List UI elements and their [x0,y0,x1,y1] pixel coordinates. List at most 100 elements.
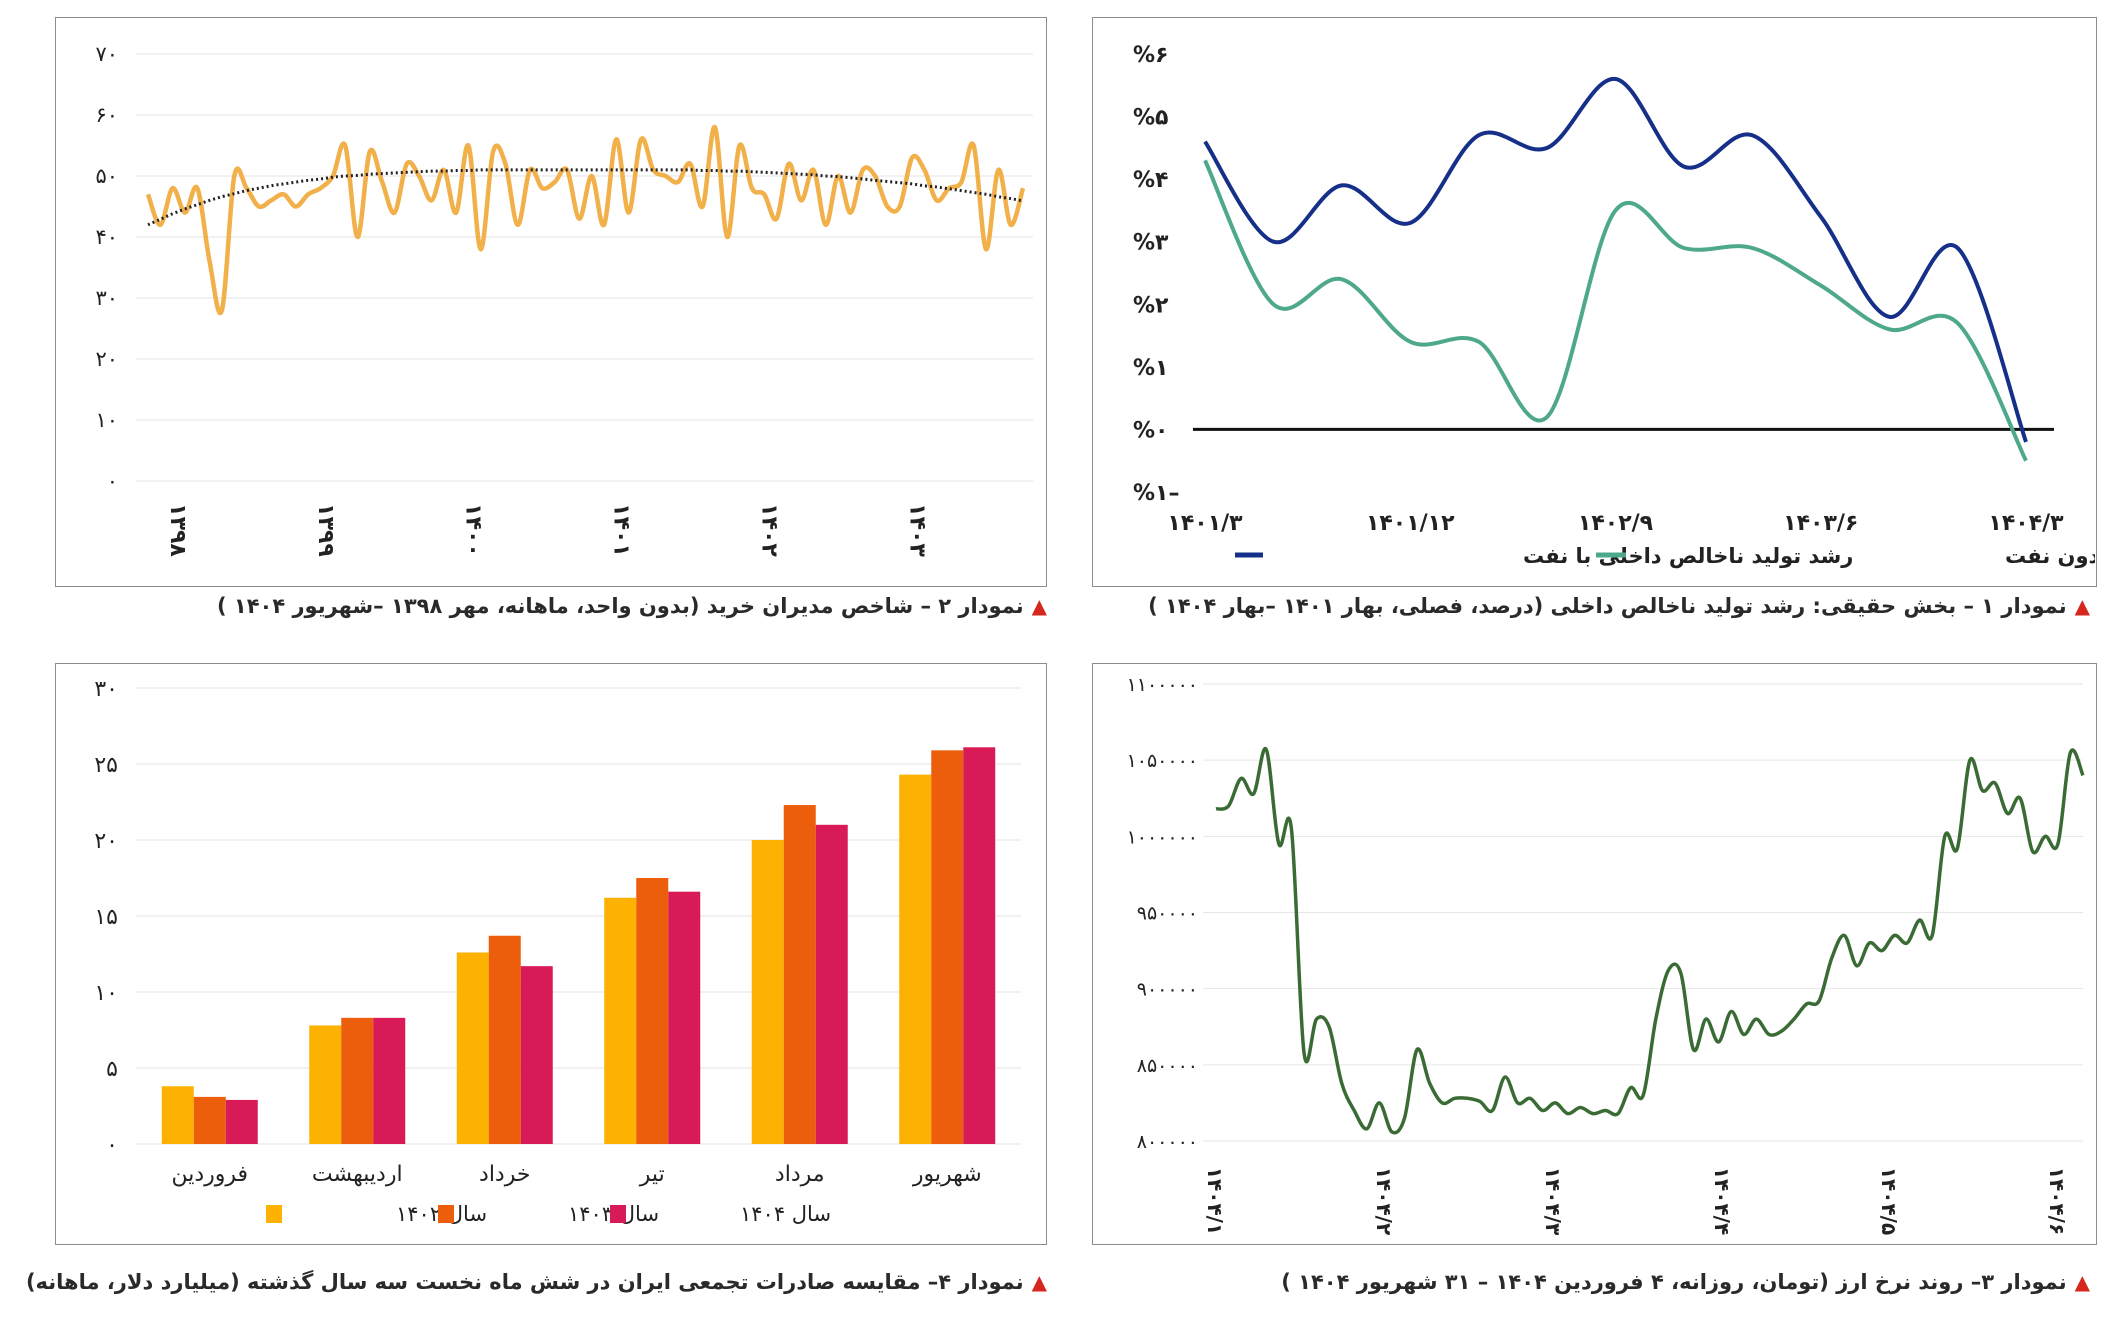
x-tick-label: ۱۴۰۱ [609,503,634,557]
legend-swatch [438,1205,454,1223]
pmi-line [145,124,1026,316]
chart2-caption: ▲ نمودار ۲ – شاخص مدیران خرید (بدون واحد،… [217,594,1047,618]
fx-rate-line [1215,747,2085,1135]
y-tick-label: %۲ [1133,293,1169,318]
red-triangle-icon: ▲ [2074,1270,2090,1294]
chart4-caption-text: نمودار ۴– مقایسه صادرات تجمعی ایران در ش… [25,1270,1024,1294]
x-tick-label: ۱۴۰۴/۱ [1203,1167,1227,1235]
red-triangle-icon: ▲ [1031,1270,1047,1294]
y-tick-label: %۳ [1133,231,1169,256]
bar [963,747,996,1144]
x-tick-label: ۱۴۰۳/۶ [1783,511,1858,536]
x-category-label: مرداد [775,1162,825,1187]
x-tick-label: ۱۳۹۹ [313,503,338,557]
y-tick-label: ۱۰ [95,408,118,432]
y-tick-label: ۴۰ [95,225,118,249]
chart2-svg: ۷۰۶۰۵۰۴۰۳۰۲۰۱۰۰۱۳۹۸۱۳۹۹۱۴۰۰۱۴۰۱۱۴۰۲۱۴۰۳۱… [95,42,1077,557]
chart4-panel: ۳۰ ۲۵ ۲۰ ۱۵ ۱۰ ۵ ۰ فروردین اردیبهشت خرداد تیر مرداد… [55,663,1047,1245]
y-tick-label: %۱ [1133,356,1168,381]
bar [783,805,816,1144]
y-tick-label: ۹۰۰۰۰۰ [1137,979,1198,1001]
bar [488,935,521,1144]
y-tick-label: %۱– [1133,481,1179,506]
bar [193,1096,226,1144]
chart2-caption-text: نمودار ۲ – شاخص مدیران خرید (بدون واحد، … [216,594,1024,618]
y-tick-label: ۲۵ [94,753,118,778]
x-tick-label: ۱۴۰۲/۹ [1578,511,1653,536]
x-tick-label: ۱۴۰۱/۳ [1167,511,1243,536]
y-tick-label: ۲۰ [95,347,118,371]
chart3-panel: ۱۱۰۰۰۰۰ ۱۰۵۰۰۰۰ ۱۰۰۰۰۰۰ ۹۵۰۰۰۰ ۹۰۰۰۰۰ ۸۵۰۰۰۰ ۸… [1092,663,2097,1245]
chart4-svg: ۳۰ ۲۵ ۲۰ ۱۵ ۱۰ ۵ ۰ فروردین اردیبهشت خرداد تیر مرداد… [94,677,1021,1226]
y-tick-label: ۲۰ [94,829,118,854]
bar [931,750,964,1144]
y-tick-label: ۶۰ [95,103,118,127]
x-tick-label: ۱۴۰۴/۵ [1877,1167,1901,1235]
bar [520,966,553,1144]
chart1-panel: %۶ %۵ %۴ %۳ %۲ %۱ %۰ %۱– ۱۴۰۱/۳ ۱۴۰۱/۱۲ ۱۴۰۲/۹ ۱۴۰۳… [1092,17,2115,587]
bar [604,897,637,1144]
chart1-svg: %۶ %۵ %۴ %۳ %۲ %۱ %۰ %۱– ۱۴۰۱/۳ ۱۴۰۱/۱۲ ۱۴۰۲/۹ ۱۴۰۳… [1133,43,2115,568]
bar [456,952,489,1144]
x-tick-label: ۱۳۹۸ [165,503,190,557]
chart3-svg: ۱۱۰۰۰۰۰ ۱۰۵۰۰۰۰ ۱۰۰۰۰۰۰ ۹۵۰۰۰۰ ۹۰۰۰۰۰ ۸۵۰۰۰۰ ۸… [1127,674,2085,1235]
chart3-caption-text: نمودار ۳– روند نرخ ارز (تومان، روزانه، ۴… [1281,1270,2067,1294]
y-tick-label: %۵ [1133,106,1168,131]
x-tick-label: ۱۴۰۴/۳ [1541,1167,1565,1235]
bar [161,1086,194,1144]
y-tick-label: ۱۵ [94,905,118,930]
bar [815,824,848,1144]
x-category-label: شهریور [912,1162,982,1187]
bar [309,1025,342,1144]
y-tick-label: %۴ [1133,168,1168,193]
trend-line [147,168,1024,227]
bar [373,1017,406,1144]
legend-label: سال ۱۴۰۴ [740,1202,831,1226]
bar [899,774,932,1144]
y-tick-label: ۱۰ [94,981,118,1006]
legend-swatch [266,1205,282,1223]
x-tick-label: ۱۴۰۲ [757,503,782,557]
series-line-2 [1203,159,2028,462]
chart3-caption: ▲ نمودار ۳– روند نرخ ارز (تومان، روزانه، … [1281,1270,2090,1294]
chart1-caption: ▲ نمودار ۱ – بخش حقیقی: رشد تولید ناخالص … [1148,594,2090,618]
x-tick-label: ۱۴۰۴/۶ [2045,1167,2069,1235]
x-category-label: تیر [639,1162,665,1187]
bar [668,891,701,1144]
bar [636,878,669,1144]
y-tick-label: ۸۵۰۰۰۰ [1137,1055,1198,1077]
x-tick-label: ۱۴۰۳ [904,503,929,557]
y-tick-label: ۱۰۰۰۰۰۰ [1127,826,1198,848]
y-tick-label: ۸۰۰۰۰۰ [1137,1131,1198,1153]
x-tick-label: ۱۴۰۴/۲ [1372,1167,1396,1235]
y-tick-label: ۳۰ [94,677,118,702]
y-tick-label: ۰ [107,469,118,493]
y-tick-label: %۰ [1133,418,1168,443]
legend-label-nonoil: رشد تولید ناخالص داخلی بدون نفت [2005,544,2095,568]
x-category-label: خرداد [479,1162,530,1187]
y-tick-label: ۷۰ [95,42,118,66]
series-line-1 [1203,77,2028,443]
x-tick-label: ۱۴۰۴/۴ [1710,1167,1734,1235]
bar [225,1099,258,1144]
bar [751,840,784,1144]
y-tick-label: ۳۰ [95,286,118,310]
red-triangle-icon: ▲ [2074,594,2090,618]
y-tick-label: %۶ [1133,43,1168,68]
y-tick-label: ۱۰۵۰۰۰۰ [1127,750,1198,772]
red-triangle-icon: ▲ [1031,594,1047,618]
legend-swatch [610,1205,626,1223]
y-tick-label: ۵ [106,1057,118,1082]
legend-label-oil: رشد تولید ناخالص داخلی با نفت [1523,544,1853,568]
y-tick-label: ۹۵۰۰۰۰ [1137,903,1198,925]
chart2-panel: ۷۰۶۰۵۰۴۰۳۰۲۰۱۰۰۱۳۹۸۱۳۹۹۱۴۰۰۱۴۰۱۱۴۰۲۱۴۰۳۱… [55,17,1077,587]
x-tick-label: ۱۴۰۴/۳ [1988,511,2064,536]
x-category-label: فروردین [171,1162,248,1187]
x-tick-label: ۱۴۰۰ [461,503,486,557]
bar [341,1017,374,1144]
y-tick-label: ۱۱۰۰۰۰۰ [1127,674,1198,696]
x-tick-label: ۱۴۰۱/۱۲ [1366,511,1455,536]
y-tick-label: ۰ [106,1133,118,1158]
y-tick-label: ۵۰ [95,164,118,188]
chart1-caption-text: نمودار ۱ – بخش حقیقی: رشد تولید ناخالص د… [1148,594,2067,618]
